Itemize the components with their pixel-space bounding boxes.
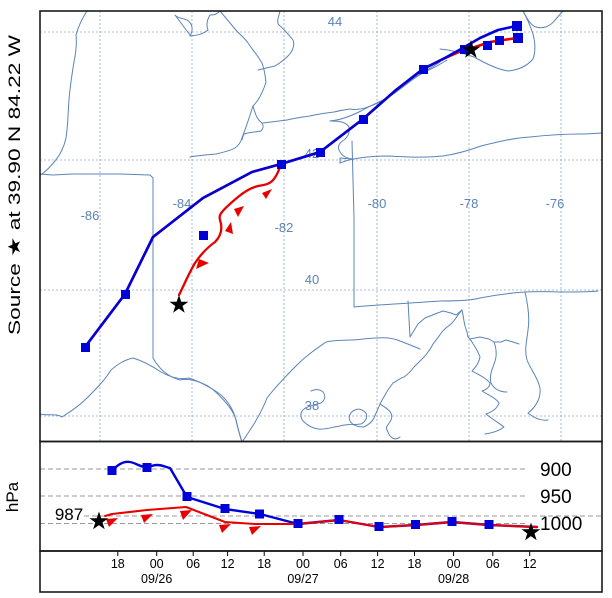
svg-text:1000: 1000 (540, 514, 582, 535)
svg-text:12: 12 (523, 557, 537, 571)
svg-text:00: 00 (447, 557, 461, 571)
svg-text:-82: -82 (275, 220, 294, 235)
svg-text:-86: -86 (81, 208, 100, 223)
svg-text:-78: -78 (460, 196, 479, 211)
svg-text:18: 18 (111, 557, 125, 571)
svg-text:-76: -76 (546, 196, 565, 211)
svg-text:06: 06 (186, 557, 200, 571)
svg-text:06: 06 (486, 557, 500, 571)
svg-text:40: 40 (305, 272, 319, 287)
svg-text:18: 18 (257, 557, 271, 571)
svg-text:18: 18 (408, 557, 422, 571)
svg-text:06: 06 (334, 557, 348, 571)
svg-text:12: 12 (221, 557, 235, 571)
svg-text:-80: -80 (368, 196, 387, 211)
svg-text:00: 00 (150, 557, 164, 571)
svg-text:12: 12 (371, 557, 385, 571)
svg-text:987: 987 (55, 505, 83, 524)
svg-text:hPa: hPa (3, 481, 22, 512)
svg-text:00: 00 (296, 557, 310, 571)
svg-text:Source ★ at 39.90 N 84.22: Source ★ at 39.90 N 84.22 W (5, 35, 24, 335)
svg-text:09/26: 09/26 (141, 572, 172, 586)
svg-text:09/28: 09/28 (438, 572, 469, 586)
svg-text:44: 44 (328, 14, 342, 29)
svg-text:900: 900 (540, 460, 572, 481)
svg-text:950: 950 (540, 487, 572, 508)
svg-text:09/27: 09/27 (287, 572, 318, 586)
